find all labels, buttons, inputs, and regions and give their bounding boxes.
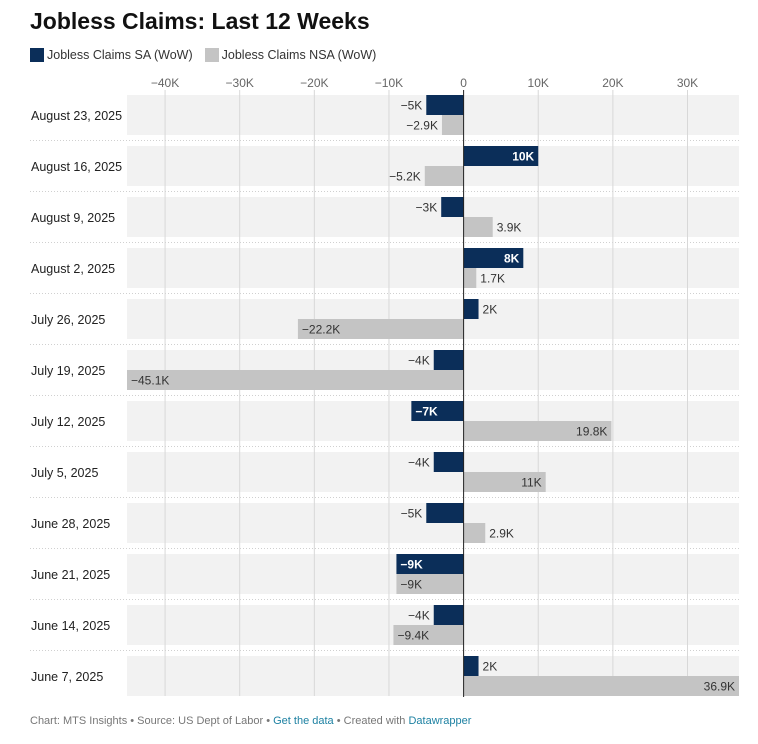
bar-nsa — [396, 574, 464, 594]
data-label-sa: −4K — [408, 609, 430, 623]
bar-sa — [426, 95, 464, 115]
x-tick-label: 30K — [677, 76, 698, 90]
chart-title: Jobless Claims: Last 12 Weeks — [30, 8, 370, 34]
legend-label-nsa: Jobless Claims NSA (WoW) — [221, 48, 377, 62]
bar-sa — [426, 503, 464, 523]
x-tick-label: 10K — [528, 76, 549, 90]
category-label: August 16, 2025 — [31, 160, 122, 174]
bar-sa — [463, 248, 524, 268]
data-label-sa: −5K — [401, 99, 423, 113]
data-label-nsa: −5.2K — [389, 170, 421, 184]
bar-nsa — [424, 166, 464, 186]
bar-sa — [411, 401, 464, 421]
legend: Jobless Claims SA (WoW) Jobless Claims N… — [30, 48, 388, 62]
data-label-sa: −4K — [408, 354, 430, 368]
data-label-sa: −7K — [415, 405, 438, 419]
bar-sa — [463, 656, 479, 676]
bar-sa — [433, 605, 464, 625]
x-tick-label: −10K — [375, 76, 403, 90]
legend-item-sa: Jobless Claims SA (WoW) — [30, 48, 193, 62]
data-label-sa: −3K — [416, 201, 438, 215]
data-label-nsa: 36.9K — [704, 680, 735, 694]
x-tick-label: −40K — [151, 76, 179, 90]
data-label-sa: −4K — [408, 456, 430, 470]
category-label: July 26, 2025 — [31, 313, 105, 327]
x-tick-label: 0 — [460, 76, 467, 90]
category-label: July 5, 2025 — [31, 466, 98, 480]
bar-nsa — [463, 421, 612, 441]
bar-nsa — [463, 268, 477, 288]
category-label: July 12, 2025 — [31, 415, 105, 429]
category-label: August 2, 2025 — [31, 262, 115, 276]
bar-chart: −40K −30K −20K −10K 0 10K 20K 30K August 23, 202… — [30, 76, 739, 697]
bar-sa — [463, 146, 539, 166]
category-label: June 7, 2025 — [31, 670, 103, 684]
bar-nsa — [463, 523, 486, 543]
bar-nsa — [463, 217, 493, 237]
category-label: August 9, 2025 — [31, 211, 115, 225]
data-label-nsa: 3.9K — [497, 221, 522, 235]
bar-nsa — [463, 472, 546, 492]
data-label-nsa: 1.7K — [480, 272, 505, 286]
bar-nsa — [127, 370, 464, 390]
data-label-sa: −9K — [400, 558, 423, 572]
category-label: June 14, 2025 — [31, 619, 110, 633]
category-label: June 28, 2025 — [31, 517, 110, 531]
footer-created-with: Created with — [343, 715, 406, 727]
x-tick-label: −30K — [226, 76, 254, 90]
bar-nsa — [441, 115, 464, 135]
bar-nsa — [463, 676, 739, 696]
bar-sa — [433, 452, 464, 472]
bar-sa — [463, 299, 479, 319]
row-background — [127, 248, 739, 288]
data-label-sa: −5K — [401, 507, 423, 521]
bar-nsa — [393, 625, 464, 645]
category-label: June 21, 2025 — [31, 568, 110, 582]
footer: Chart: MTS Insights • Source: US Dept of… — [30, 715, 472, 727]
legend-swatch-sa — [30, 48, 44, 62]
datawrapper-link[interactable]: Datawrapper — [408, 715, 472, 727]
bar-sa — [396, 554, 464, 574]
data-label-sa: 8K — [504, 252, 520, 266]
data-label-nsa: −9.4K — [397, 629, 429, 643]
data-label-nsa: −9K — [400, 578, 422, 592]
data-label-sa: 10K — [512, 150, 534, 164]
get-data-link[interactable]: Get the data — [273, 715, 334, 727]
x-tick-label: −20K — [300, 76, 328, 90]
data-label-sa: 2K — [483, 660, 498, 674]
bar-nsa — [297, 319, 464, 339]
legend-item-nsa: Jobless Claims NSA (WoW) — [204, 48, 377, 62]
data-label-nsa: 2.9K — [489, 527, 514, 541]
data-label-nsa: −45.1K — [131, 374, 169, 388]
legend-swatch-nsa — [204, 48, 219, 62]
data-label-sa: 2K — [483, 303, 498, 317]
category-label: August 23, 2025 — [31, 109, 122, 123]
data-label-nsa: 11K — [521, 476, 541, 490]
footer-chart-credit: Chart: MTS Insights — [30, 715, 128, 727]
data-label-nsa: −22.2K — [302, 323, 340, 337]
x-tick-label: 20K — [602, 76, 623, 90]
footer-source: Source: US Dept of Labor — [137, 715, 264, 727]
bar-sa — [433, 350, 464, 370]
row-background — [127, 452, 739, 492]
category-label: July 19, 2025 — [31, 364, 105, 378]
legend-label-sa: Jobless Claims SA (WoW) — [47, 48, 193, 62]
data-label-nsa: 19.8K — [576, 425, 607, 439]
row-background — [127, 197, 739, 237]
data-label-nsa: −2.9K — [406, 119, 438, 133]
bar-sa — [441, 197, 464, 217]
